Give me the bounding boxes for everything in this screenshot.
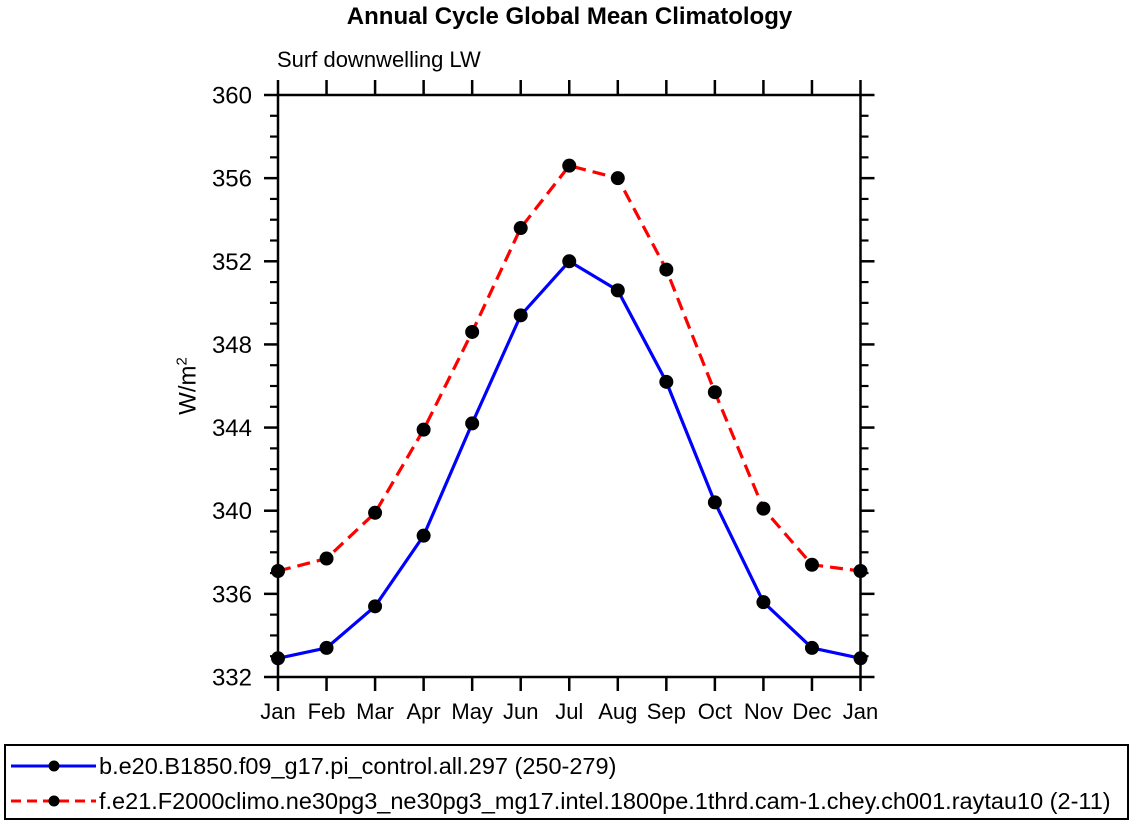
series-0-marker bbox=[659, 374, 674, 389]
legend-line-sample bbox=[11, 795, 96, 807]
series-1-marker bbox=[756, 501, 771, 516]
x-tick-label: Mar bbox=[356, 699, 394, 724]
legend-line-sample bbox=[11, 760, 96, 772]
legend-label: f.e21.F2000climo.ne30pg3_ne30pg3_mg17.in… bbox=[99, 787, 1111, 814]
legend-entry: f.e21.F2000climo.ne30pg3_ne30pg3_mg17.in… bbox=[10, 788, 1111, 814]
x-tick-label: Dec bbox=[792, 699, 831, 724]
series-0-marker bbox=[271, 651, 285, 666]
y-tick-label: 336 bbox=[212, 581, 252, 608]
x-tick-label: Apr bbox=[407, 699, 441, 724]
y-tick-label: 360 bbox=[212, 83, 252, 110]
legend-marker-dot bbox=[48, 795, 60, 807]
series-1-marker bbox=[610, 171, 625, 186]
x-tick-label: Sep bbox=[647, 699, 686, 724]
y-tick-label: 352 bbox=[212, 249, 252, 276]
y-tick-label: 332 bbox=[212, 665, 252, 692]
series-1-marker bbox=[368, 505, 383, 520]
series-0-marker bbox=[562, 254, 577, 269]
plot-frame bbox=[276, 93, 862, 679]
y-tick-label: 356 bbox=[212, 166, 252, 193]
legend-marker-dot bbox=[48, 760, 60, 772]
plot-area: 332 336 340 344 348 352 356 360 Jan Feb Mar Apr May J… bbox=[212, 80, 878, 724]
legend-entry: b.e20.B1850.f09_g17.pi_control.all.297 (… bbox=[10, 753, 616, 779]
series-0-marker bbox=[610, 283, 625, 298]
x-tick-label: Oct bbox=[698, 699, 732, 724]
series-0-marker bbox=[319, 640, 334, 655]
x-tick-label: Jan bbox=[843, 699, 878, 724]
chart-subtitle: Surf downwelling LW bbox=[277, 47, 481, 72]
series-1-marker bbox=[804, 557, 819, 572]
series-1-marker bbox=[416, 422, 431, 437]
series-0-marker bbox=[707, 495, 722, 510]
x-tick-label: May bbox=[451, 699, 493, 724]
series-0-marker bbox=[804, 640, 819, 655]
series-0-marker bbox=[513, 308, 528, 323]
series-1-marker bbox=[513, 221, 528, 236]
legend-label: b.e20.B1850.f09_g17.pi_control.all.297 (… bbox=[99, 752, 617, 779]
series-1-marker bbox=[659, 262, 674, 277]
series-1-marker bbox=[707, 385, 722, 400]
y-tick-label: 340 bbox=[212, 498, 252, 525]
y-tick-label: 348 bbox=[212, 332, 252, 359]
x-tick-label: Jan bbox=[260, 699, 295, 724]
x-tick-label: Aug bbox=[598, 699, 637, 724]
series-0-marker bbox=[368, 599, 383, 614]
series-1-marker bbox=[271, 563, 285, 578]
series-line-1 bbox=[277, 163, 861, 573]
x-tick-label: Jul bbox=[555, 699, 583, 724]
x-tick-label: Feb bbox=[308, 699, 346, 724]
series-1-marker bbox=[319, 551, 334, 566]
series-1-marker bbox=[465, 324, 480, 339]
y-tick-label: 344 bbox=[212, 415, 252, 442]
series-0-marker bbox=[756, 595, 771, 610]
series-0-marker bbox=[465, 416, 480, 431]
series-1-marker bbox=[853, 563, 868, 578]
chart-title: Annual Cycle Global Mean Climatology bbox=[346, 3, 793, 30]
series-0-marker bbox=[416, 528, 431, 543]
legend-box: b.e20.B1850.f09_g17.pi_control.all.297 (… bbox=[4, 744, 1129, 820]
series-line-0 bbox=[277, 259, 861, 660]
series-1-marker bbox=[562, 158, 577, 173]
series-0-marker bbox=[853, 651, 868, 666]
x-tick-label: Nov bbox=[744, 699, 783, 724]
x-tick-label: Jun bbox=[503, 699, 538, 724]
